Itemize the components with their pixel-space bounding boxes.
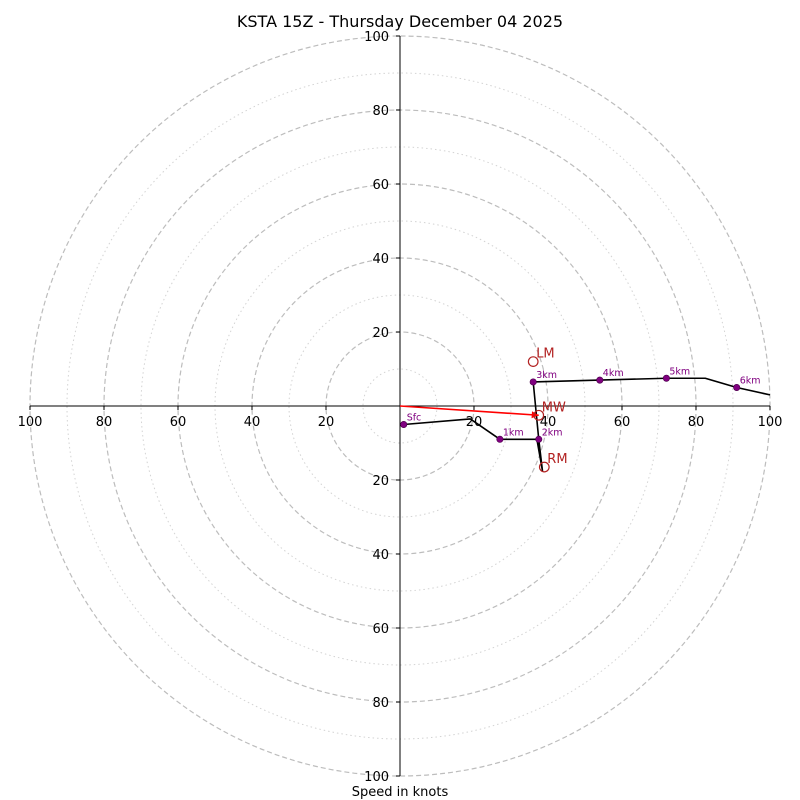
hodograph-trace-group [399, 377, 771, 472]
x-tick-label-right-20: 20 [466, 415, 483, 430]
height-label-2km: 2km [542, 427, 563, 438]
y-tick-label-up-60: 60 [372, 178, 389, 193]
height-label-5km: 5km [669, 366, 690, 377]
storm-motion-rm [538, 461, 550, 473]
x-tick-label-right-100: 100 [758, 415, 783, 430]
height-marker-4km [596, 376, 604, 384]
y-tick-label-down-20: 20 [372, 474, 389, 489]
x-tick-label-left-80: 80 [96, 415, 113, 430]
chart-title: KSTA 15Z - Thursday December 04 2025 [237, 12, 563, 31]
height-marker-1km [496, 435, 504, 443]
y-tick-label-down-100: 100 [364, 770, 389, 785]
x-tick-label-left-40: 40 [244, 415, 261, 430]
mean-wind-vector [399, 405, 539, 417]
y-tick-label-up-100: 100 [364, 30, 389, 45]
storm-motion-label-rm: RM [547, 452, 567, 467]
y-tick-label-up-80: 80 [372, 104, 389, 119]
height-label-6km: 6km [740, 376, 761, 387]
height-marker-2km [535, 435, 543, 443]
height-label-4km: 4km [603, 368, 624, 379]
height-markers: Sfc 1km 2km 3km 4km 5km 6km [400, 366, 761, 443]
y-tick-label-down-80: 80 [372, 696, 389, 711]
y-tick-label-down-60: 60 [372, 622, 389, 637]
x-axis-label: Speed in knots [352, 785, 449, 800]
height-label-1km: 1km [503, 427, 524, 438]
x-tick-label-left-20: 20 [318, 415, 335, 430]
hodograph-trace [403, 377, 771, 472]
y-tick-label-up-40: 40 [372, 252, 389, 267]
storm-motion-label-mw: MW [542, 400, 566, 415]
height-marker-6km [733, 383, 741, 391]
height-marker-5km [662, 374, 670, 382]
height-label-sfc: Sfc [407, 413, 422, 424]
height-marker-3km [529, 378, 537, 386]
x-tick-label-right-40: 40 [540, 415, 557, 430]
storm-motions: LM MW RM [527, 347, 568, 473]
storm-motion-label-lm: LM [536, 347, 554, 362]
x-tick-label-right-60: 60 [614, 415, 631, 430]
height-marker-sfc [400, 420, 408, 428]
mean-wind-arrowhead [531, 411, 539, 419]
y-tick-label-up-20: 20 [372, 326, 389, 341]
x-tick-label-left-100: 100 [18, 415, 43, 430]
x-tick-label-right-80: 80 [688, 415, 705, 430]
y-tick-label-down-40: 40 [372, 548, 389, 563]
x-tick-label-left-60: 60 [170, 415, 187, 430]
height-label-3km: 3km [536, 370, 557, 381]
storm-motion-lm [527, 356, 539, 368]
storm-motion-mw [533, 409, 545, 421]
